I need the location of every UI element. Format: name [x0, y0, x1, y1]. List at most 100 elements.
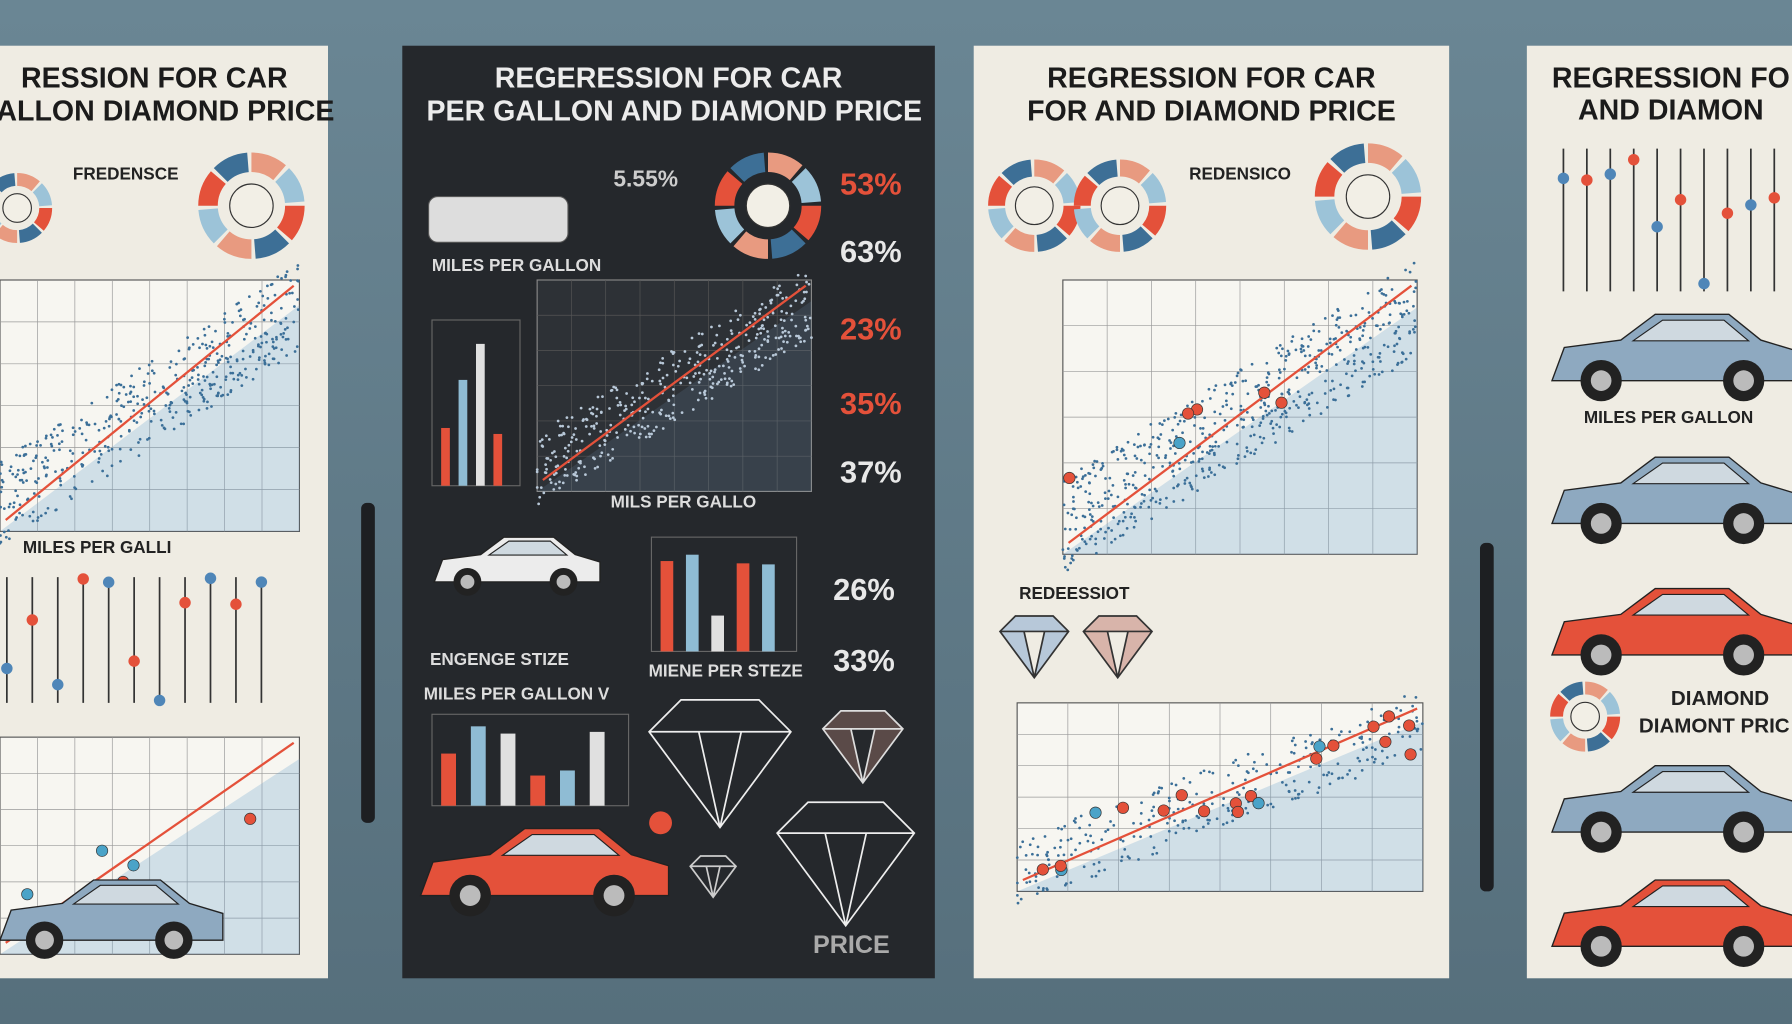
- point: [1399, 709, 1403, 712]
- point: [1259, 421, 1263, 425]
- point: [782, 319, 786, 322]
- point: [1243, 778, 1247, 782]
- point: [1398, 301, 1401, 305]
- point: [725, 381, 729, 385]
- point: [1379, 360, 1382, 363]
- point: [1148, 488, 1152, 492]
- hub: [1590, 370, 1612, 391]
- point: [740, 358, 744, 362]
- point: [807, 282, 811, 286]
- diamond: [821, 709, 904, 785]
- point: [1377, 355, 1381, 359]
- point: [1088, 481, 1091, 485]
- point: [1296, 796, 1300, 800]
- point: [1217, 444, 1220, 448]
- point: [688, 381, 692, 385]
- point: [730, 369, 734, 373]
- point: [1036, 845, 1040, 849]
- point: [266, 284, 269, 288]
- ring: [767, 152, 803, 181]
- point: [204, 360, 207, 364]
- point: [1172, 474, 1176, 478]
- point: [779, 335, 783, 339]
- point: [661, 376, 665, 380]
- point: [1397, 325, 1400, 329]
- dot: [1310, 752, 1323, 765]
- point: [700, 343, 704, 347]
- point: [1185, 476, 1189, 480]
- point: [593, 466, 597, 470]
- point: [640, 381, 644, 385]
- point: [1046, 850, 1049, 854]
- point: [115, 413, 118, 416]
- diamond: [998, 615, 1070, 680]
- point: [1151, 496, 1155, 500]
- point: [1072, 495, 1075, 499]
- point: [214, 329, 217, 333]
- point: [12, 501, 16, 505]
- point: [1271, 805, 1275, 809]
- point: [1047, 858, 1050, 862]
- window: [1631, 771, 1751, 793]
- point: [757, 347, 761, 351]
- point: [567, 425, 570, 429]
- point: [211, 370, 215, 374]
- point: [1307, 407, 1311, 410]
- point: [136, 402, 140, 406]
- point: [14, 475, 18, 479]
- head: [1698, 277, 1710, 290]
- point: [646, 397, 650, 401]
- point: [702, 391, 706, 394]
- point: [766, 340, 770, 344]
- point: [1095, 460, 1099, 463]
- point: [614, 386, 618, 390]
- point: [1307, 393, 1311, 397]
- point: [1421, 722, 1424, 726]
- point: [1368, 374, 1372, 378]
- point: [1215, 817, 1219, 821]
- point: [671, 352, 675, 355]
- point: [90, 401, 94, 405]
- point: [174, 373, 178, 377]
- point: [1366, 291, 1370, 295]
- point: [21, 468, 25, 472]
- point: [1320, 364, 1324, 368]
- point: [570, 436, 574, 439]
- point: [288, 291, 291, 295]
- point: [264, 354, 267, 358]
- point: [1303, 400, 1307, 404]
- point: [293, 350, 297, 353]
- point: [1128, 856, 1131, 860]
- point: [1280, 392, 1284, 396]
- window: [500, 833, 621, 856]
- point: [146, 438, 149, 441]
- point: [538, 495, 542, 499]
- point: [1190, 400, 1194, 404]
- point: [1415, 729, 1419, 733]
- point: [676, 364, 680, 368]
- point: [1325, 773, 1329, 777]
- point: [41, 460, 44, 464]
- point: [1068, 527, 1072, 531]
- point: [747, 339, 751, 342]
- point: [1174, 831, 1178, 835]
- point: [1087, 508, 1091, 511]
- point: [1165, 506, 1168, 509]
- point: [44, 434, 48, 438]
- point: [1315, 366, 1318, 370]
- point: [284, 275, 287, 279]
- point: [657, 368, 661, 372]
- point: [637, 436, 641, 439]
- ring: [250, 152, 286, 181]
- point: [632, 425, 636, 429]
- ring: [1562, 733, 1586, 752]
- point: [1177, 483, 1180, 487]
- poster-title: RESSION FOR CAR: [21, 63, 288, 95]
- label: PRICE: [813, 931, 890, 959]
- point: [1035, 892, 1039, 895]
- point: [1063, 555, 1066, 558]
- point: [1304, 746, 1308, 750]
- point: [1104, 830, 1107, 833]
- point: [1245, 411, 1249, 414]
- point: [1116, 495, 1120, 499]
